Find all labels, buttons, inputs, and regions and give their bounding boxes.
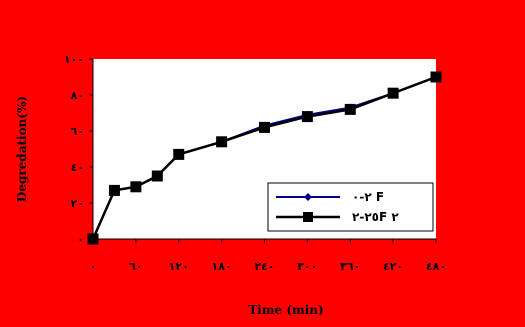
series-2-point (301, 111, 313, 123)
x-tick-label: ١٢٠ (169, 260, 189, 273)
x-tick-label: ٣٦٠ (340, 260, 360, 273)
legend-label-1: ٢-٠ F (352, 190, 384, 204)
legend: ٢-٠ F ٢٥-٢F ٢ (267, 182, 434, 232)
tick-layer: ٠ ٦٠ ١٢٠ ١٨٠ ٢٤٠ ٣٠٠ ٣٦٠ ٤٢٠ ٤٨٠ ٠ ٢٠ ٤٠ ٦٠ ٨٠ ١٠٠ (64, 53, 446, 273)
x-tick-label: ٢٤٠ (254, 260, 274, 273)
legend-box (267, 182, 434, 232)
x-axis-title: Time (min) (248, 303, 323, 317)
series-2-point (173, 148, 185, 160)
x-tick-label: ٠ (90, 260, 97, 273)
y-tick-label: ٤٠ (71, 161, 84, 174)
series-2-point (151, 170, 163, 182)
series-2-point (344, 103, 356, 115)
series-2-point (130, 181, 142, 193)
y-tick-label: ٠ (77, 233, 84, 246)
series-2-point (430, 71, 442, 83)
series-2-point (108, 184, 120, 196)
series-2-point (216, 136, 228, 148)
legend-marker-diamond (304, 193, 312, 201)
series-2-point (259, 121, 270, 133)
series-2-point (387, 87, 399, 99)
y-axis-title: Degredation(%) (15, 96, 29, 202)
x-tick-label: ٣٠٠ (297, 260, 317, 273)
y-tick-label: ٦٠ (71, 125, 84, 138)
series-layer (87, 71, 442, 245)
y-tick-label: ١٠٠ (64, 53, 84, 66)
legend-marker-square (303, 212, 313, 222)
y-tick-label: ٨٠ (71, 89, 84, 102)
x-tick-label: ٦٠ (129, 260, 142, 273)
x-tick-label: ٤٢٠ (383, 260, 403, 273)
x-tick-label: ١٨٠ (212, 260, 232, 273)
legend-label-2: ٢٥-٢F ٢ (352, 210, 399, 224)
x-tick-label: ٤٨٠ (426, 260, 446, 273)
y-tick-label: ٢٠ (71, 197, 84, 210)
